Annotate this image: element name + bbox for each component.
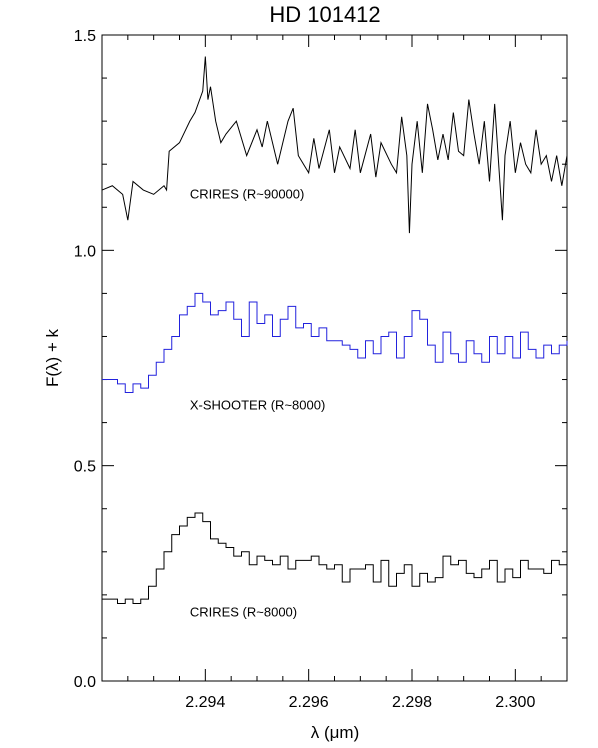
y-tick-label: 1.5	[74, 28, 96, 45]
series-line-2	[102, 292, 568, 393]
x-axis-label: λ (μm)	[311, 723, 360, 742]
x-tick-label: 2.300	[495, 694, 535, 711]
y-tick-label: 1.0	[74, 243, 96, 260]
series-labels: CRIRES (R~90000) X-SHOOTER (R~8000) CRIRES…	[190, 187, 325, 620]
y-tick-label: 0.0	[74, 674, 96, 691]
axis-ticks	[101, 34, 568, 682]
y-tick-label: 0.5	[74, 459, 96, 476]
series-label-3: CRIRES (R~8000)	[190, 604, 297, 619]
plot-frame	[101, 34, 568, 682]
series-line-3	[102, 512, 568, 604]
series-layer	[101, 56, 568, 604]
chart-title: HD 101412	[269, 2, 380, 27]
x-tick-label: 2.296	[289, 694, 329, 711]
series-line-1	[101, 56, 568, 234]
tick-labels: 2.294 2.296 2.298 2.300 0.0 0.5 1.0 1.5	[74, 28, 536, 711]
x-tick-label: 2.298	[392, 694, 432, 711]
y-axis-label: F(λ) + k	[43, 328, 62, 387]
x-tick-label: 2.294	[185, 694, 225, 711]
series-label-1: CRIRES (R~90000)	[190, 187, 305, 202]
series-label-2: X-SHOOTER (R~8000)	[190, 398, 325, 413]
